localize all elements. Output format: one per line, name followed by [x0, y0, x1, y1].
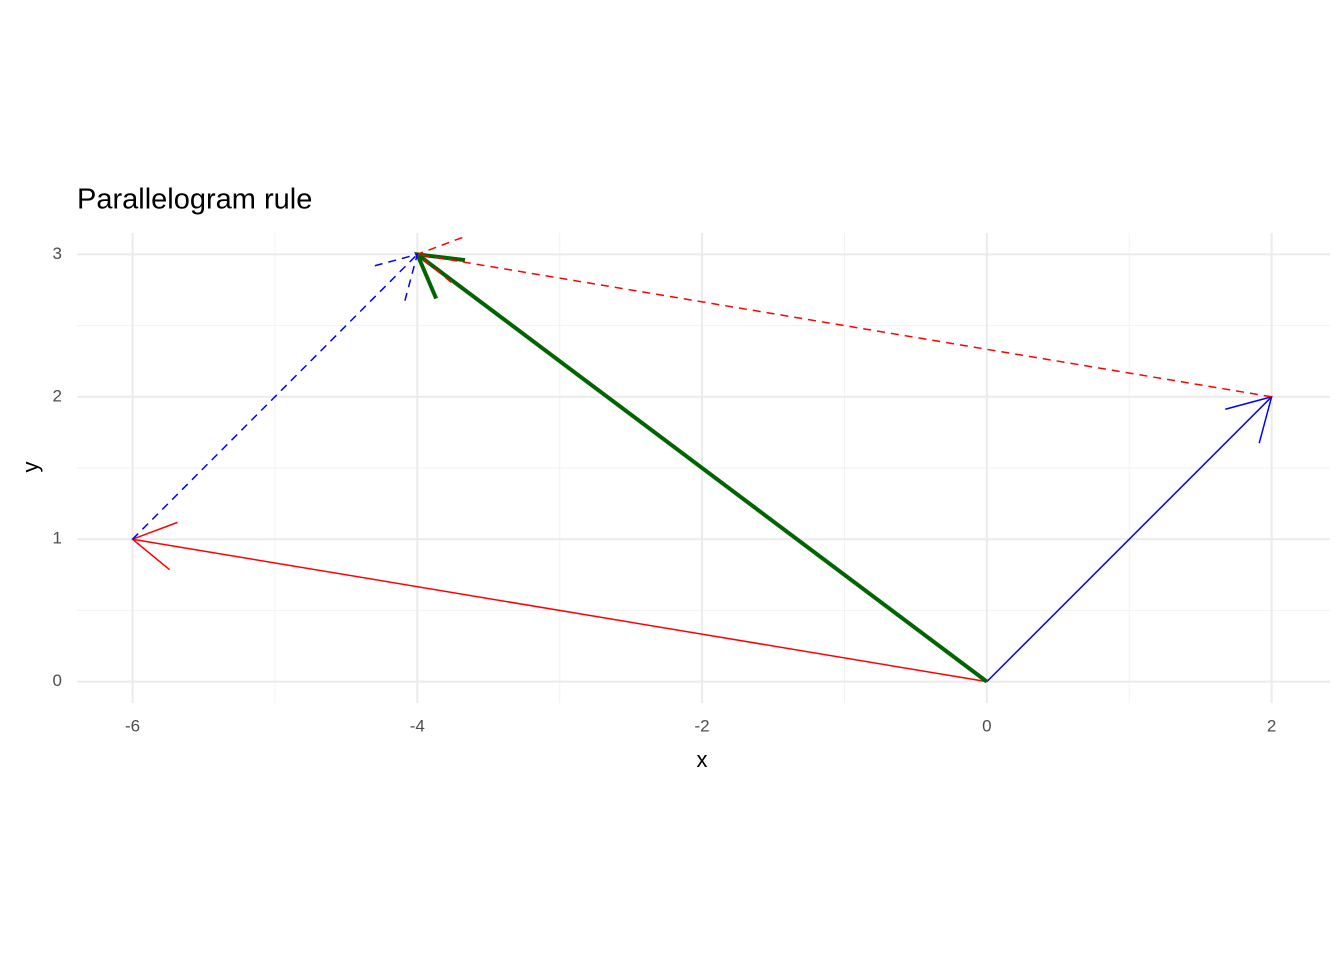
vector-line: [132, 253, 418, 540]
y-tick-label: 1: [53, 529, 62, 548]
x-tick-label: 0: [982, 716, 991, 735]
y-axis-label: y: [18, 462, 43, 473]
x-tick-label: -6: [125, 716, 140, 735]
vector-line: [417, 253, 1272, 398]
x-axis-label: x: [697, 747, 708, 772]
y-tick-label: 3: [53, 244, 62, 263]
y-tick-label: 2: [53, 386, 62, 405]
vector-line: [132, 538, 987, 683]
chart-title: Parallelogram rule: [77, 184, 312, 216]
x-tick-label: -2: [695, 716, 710, 735]
x-tick-label: -4: [410, 716, 425, 735]
x-tick-label: 2: [1267, 716, 1276, 735]
vector-line: [986, 396, 1273, 683]
arrow-head: [370, 253, 419, 301]
y-tick-label: 0: [53, 671, 62, 690]
vector-line: [416, 252, 989, 684]
